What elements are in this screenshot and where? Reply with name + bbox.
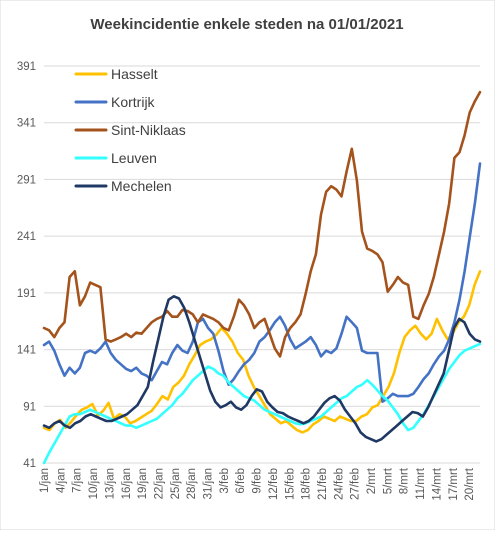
- legend-label-leuven: Leuven: [111, 150, 157, 166]
- x-tick-label: 13/jan: [104, 468, 116, 499]
- x-tick-label: 20/mrt: [464, 467, 476, 500]
- y-tick-label: 41: [23, 458, 36, 470]
- x-tick-label: 10/jan: [88, 468, 100, 499]
- series-line-mechelen: [42, 294, 482, 443]
- series-lines: [42, 90, 482, 465]
- x-tick-label: 5/mrt: [382, 467, 394, 494]
- x-tick-label: 12/feb: [268, 468, 280, 500]
- series-line-hasselt: [42, 269, 482, 434]
- legend: Hasselt Kortrijk Sint-Niklaas Leuven Mechele…: [74, 66, 186, 194]
- legend-label-hasselt: Hasselt: [111, 66, 158, 82]
- y-tick-label: 291: [17, 174, 36, 186]
- x-tick-label: 19/jan: [137, 468, 149, 499]
- x-tick-label: 1/jan: [39, 468, 51, 493]
- y-tick-label: 391: [17, 61, 36, 73]
- y-axis-ticks: 41 91 141 191 241 291 341 391: [17, 61, 36, 470]
- legend-label-sint-niklaas: Sint-Niklaas: [111, 122, 186, 138]
- x-tick-label: 28/jan: [186, 468, 198, 499]
- x-tick-label: 25/jan: [170, 468, 182, 499]
- x-tick-label: 18/feb: [301, 468, 313, 500]
- legend-label-mechelen: Mechelen: [111, 178, 172, 194]
- x-tick-label: 24/feb: [333, 468, 345, 500]
- y-tick-label: 141: [17, 345, 36, 357]
- x-tick-label: 7/jan: [72, 468, 84, 493]
- y-tick-label: 341: [17, 118, 36, 130]
- series-line-sint-niklaas: [42, 90, 482, 358]
- x-tick-label: 31/jan: [203, 468, 215, 499]
- x-tick-label: 15/feb: [284, 468, 296, 500]
- x-tick-label: 14/mrt: [431, 467, 443, 500]
- legend-label-kortrijk: Kortrijk: [111, 94, 156, 110]
- x-tick-label: 17/mrt: [448, 467, 460, 500]
- x-tick-label: 4/jan: [55, 468, 67, 493]
- x-tick-label: 16/jan: [121, 468, 133, 499]
- x-tick-label: 27/feb: [350, 468, 362, 500]
- x-tick-label: 3/feb: [219, 468, 231, 494]
- grid-lines: [44, 65, 480, 464]
- x-tick-label: 2/mrt: [366, 467, 378, 494]
- x-tick-label: 8/mrt: [399, 467, 411, 494]
- x-tick-label: 11/mrt: [415, 467, 427, 500]
- x-tick-label: 9/feb: [252, 468, 264, 494]
- y-tick-label: 91: [23, 401, 36, 413]
- y-tick-label: 241: [17, 231, 36, 243]
- x-axis-ticks: 1/jan 4/jan 7/jan 10/jan 13/jan 16/jan 19/jan 2…: [39, 467, 476, 500]
- y-tick-label: 191: [17, 288, 36, 300]
- series-line-leuven: [42, 342, 482, 465]
- chart-title: Weekincidentie enkele steden na 01/01/20…: [90, 16, 403, 33]
- series-line-kortrijk: [42, 162, 482, 404]
- x-tick-label: 6/feb: [235, 468, 247, 494]
- x-tick-label: 21/feb: [317, 468, 329, 500]
- x-tick-label: 22/jan: [153, 468, 165, 499]
